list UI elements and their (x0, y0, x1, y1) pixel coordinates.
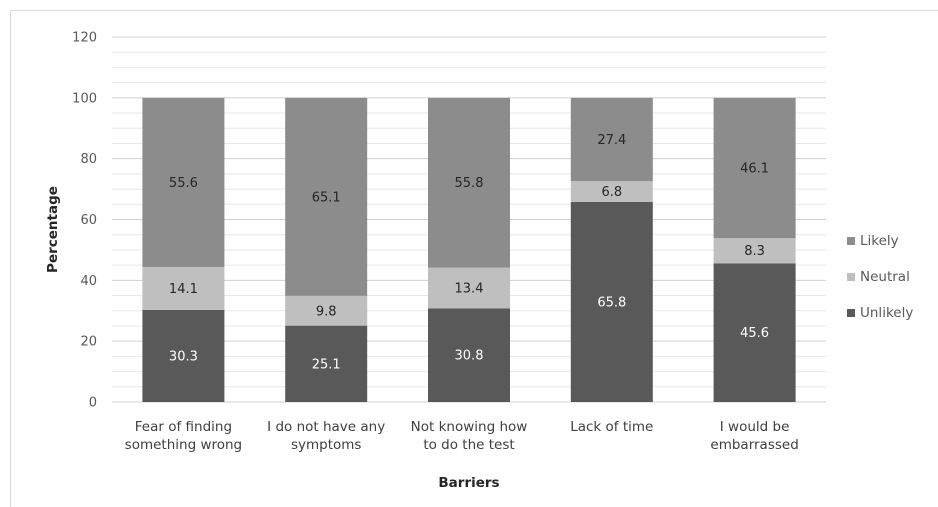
data-label-neutral: 14.1 (169, 282, 198, 297)
data-label-neutral: 13.4 (455, 281, 484, 296)
data-label-likely: 27.4 (597, 133, 626, 148)
bar-segment-unlikely (285, 325, 368, 402)
data-label-neutral: 8.3 (744, 244, 765, 259)
y-axis-title: Percentage (45, 186, 61, 273)
bar-segment-neutral (713, 238, 796, 264)
x-category-label: Fear of finding something wrong (125, 419, 242, 453)
y-tick-label: 120 (72, 31, 97, 46)
x-category-line: I do not have any (267, 419, 385, 435)
bar-stack: 65.8 6.8 27.4 (570, 97, 653, 402)
x-category-line: Fear of finding (135, 419, 232, 435)
y-tick-label: 0 (89, 396, 97, 411)
bar-segment-unlikely (142, 309, 225, 402)
data-label-likely: 55.6 (169, 176, 198, 191)
legend-swatch-neutral (847, 273, 855, 281)
x-category-label: Not knowing how to do the test (411, 419, 528, 453)
y-tick-label: 40 (80, 274, 97, 289)
bar-segment-neutral (570, 181, 653, 202)
x-axis-categories: Fear of finding something wrong I do not h… (125, 419, 799, 453)
data-label-unlikely: 45.6 (740, 326, 769, 341)
x-category-line: embarrassed (710, 437, 798, 453)
bar-segment-unlikely (428, 308, 510, 402)
data-label-neutral: 6.8 (601, 185, 622, 200)
legend: Likely Neutral Unlikely (847, 233, 913, 321)
y-tick-label: 20 (80, 335, 97, 350)
chart-frame (10, 10, 938, 507)
data-label-likely: 46.1 (740, 161, 769, 176)
bar-segment-likely (285, 97, 368, 296)
x-axis-title: Barriers (438, 475, 499, 491)
legend-swatch-likely (847, 237, 855, 245)
data-label-likely: 55.8 (455, 176, 484, 191)
bar-stack: 30.3 14.1 55.6 (142, 97, 225, 402)
bar-stacks: 30.314.155.625.19.865.130.813.455.865.86… (142, 97, 796, 402)
data-label-unlikely: 65.8 (597, 295, 626, 310)
data-label-unlikely: 30.3 (169, 349, 198, 364)
bar-segment-likely (428, 97, 510, 268)
bar-segment-neutral (142, 266, 225, 310)
bar-segment-neutral (428, 267, 510, 309)
data-label-unlikely: 25.1 (312, 357, 341, 372)
legend-swatch-unlikely (847, 309, 855, 317)
x-category-line: symptoms (291, 437, 361, 453)
y-tick-label: 100 (72, 91, 97, 106)
legend-label-likely: Likely (860, 233, 899, 249)
legend-label-unlikely: Unlikely (860, 305, 913, 321)
x-category-label: I do not have any symptoms (267, 419, 385, 453)
x-category-line: I would be (720, 419, 790, 435)
y-tick-label: 80 (80, 152, 97, 167)
x-category-line: Not knowing how (411, 419, 528, 435)
bar-segment-likely (142, 97, 225, 267)
bar-stack: 45.6 8.3 46.1 (713, 97, 796, 402)
legend-label-neutral: Neutral (860, 269, 910, 285)
data-label-likely: 65.1 (312, 190, 341, 205)
bar-segment-likely (570, 97, 653, 182)
bar-stack: 30.8 13.4 55.8 (428, 97, 510, 402)
x-category-label: Lack of time (570, 419, 653, 435)
y-axis-ticks: 0 20 40 60 80 100 120 (72, 31, 97, 411)
x-category-line: something wrong (125, 437, 242, 453)
bar-stack: 25.1 9.8 65.1 (285, 97, 368, 402)
x-category-label: I would be embarrassed (710, 419, 798, 453)
bar-segment-neutral (285, 295, 368, 326)
bar-segment-unlikely (713, 263, 796, 402)
x-category-line: to do the test (423, 437, 514, 453)
bar-segment-unlikely (570, 201, 653, 402)
bar-segment-likely (713, 97, 796, 239)
y-tick-label: 60 (80, 213, 97, 228)
data-label-unlikely: 30.8 (455, 349, 484, 364)
x-category-line: Lack of time (570, 419, 653, 435)
data-label-neutral: 9.8 (316, 304, 337, 319)
